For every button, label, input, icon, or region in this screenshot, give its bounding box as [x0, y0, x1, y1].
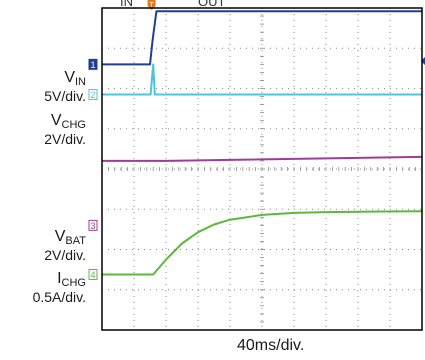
channel-4-marker	[88, 268, 98, 280]
timebase-label: 40ms/div.	[237, 337, 305, 354]
ichg-label: ICHG 0.5A/div.	[32, 270, 86, 305]
trigger-level-marker	[421, 57, 425, 65]
channel-2-marker	[88, 89, 98, 101]
channel-1-marker	[88, 58, 98, 70]
header-fragment-1: IN	[120, 0, 133, 9]
channel-3-marker	[88, 219, 98, 231]
vbat-label: VBAT 2V/div.	[44, 228, 86, 263]
plot-frame	[101, 7, 423, 331]
channel-2-marker-label: 2	[90, 90, 95, 100]
channel-4-marker-label: 4	[90, 270, 95, 280]
trigger-marker-label: T	[149, 2, 154, 9]
channel-1-marker-label: 1	[90, 60, 95, 70]
traces	[102, 10, 423, 276]
grid	[101, 7, 423, 331]
trace-vchg	[102, 63, 422, 96]
header-fragment-2: OUT	[198, 0, 226, 9]
trace-vin	[102, 10, 422, 66]
trace-vbat	[102, 155, 423, 162]
trace-ichg	[102, 210, 423, 276]
channel-3-marker-label: 3	[90, 221, 95, 231]
vchg-label: VCHG 2V/div.	[44, 112, 86, 147]
vin-label: VIN 5V/div.	[44, 69, 86, 104]
